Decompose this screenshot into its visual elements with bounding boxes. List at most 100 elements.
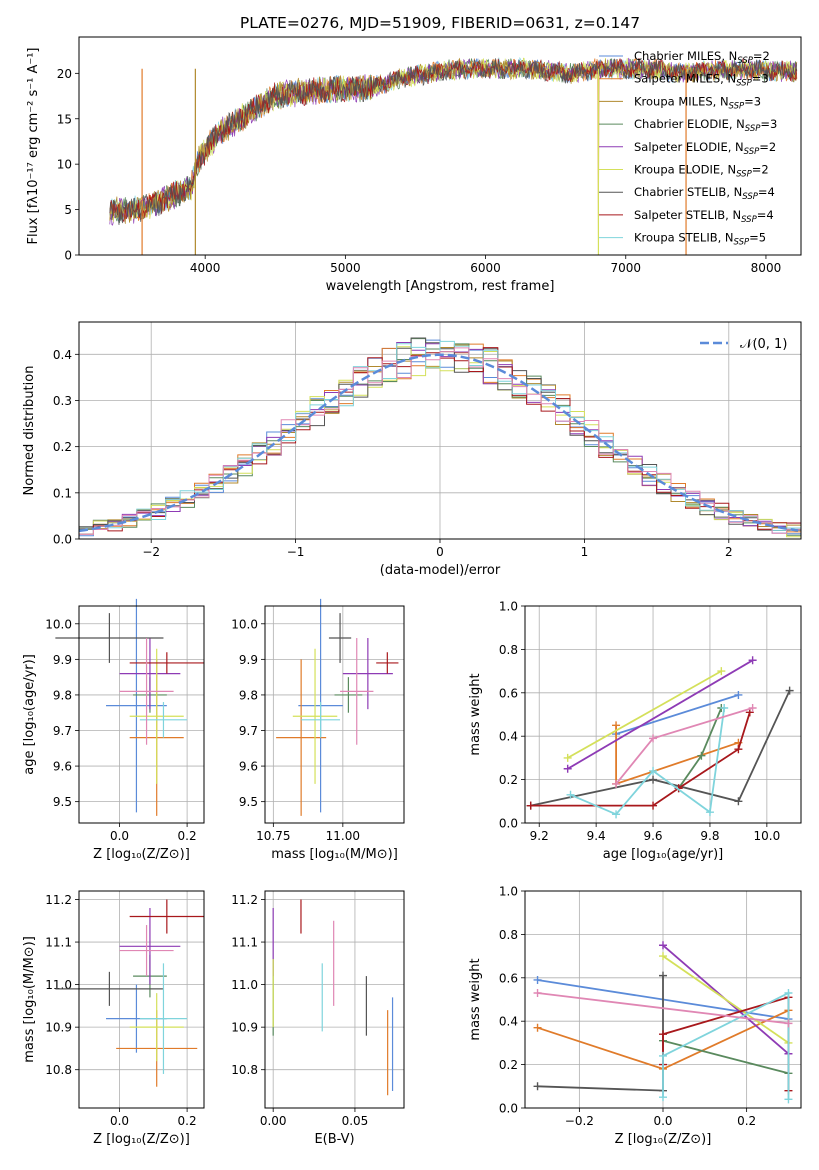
y-tick-label: 9.9 (239, 653, 258, 667)
normal-curve (78, 353, 799, 533)
legend-label: Chabrier ELODIE, NSSP=3 (634, 117, 777, 134)
y-tick-label: 0.0 (53, 533, 72, 547)
x-tick-label: 10.75 (256, 829, 290, 843)
legend-label: Salpeter ELODIE, NSSP=2 (634, 140, 776, 157)
histogram-pink (78, 347, 801, 539)
y-tick-label: 0.2 (499, 1058, 518, 1072)
weight-line-chabrier-miles (615, 694, 739, 735)
legend-label: Kroupa STELIB, NSSP=5 (634, 231, 766, 248)
y-tick-label: 0.6 (499, 686, 518, 700)
weight-marker (659, 1093, 667, 1102)
axes-frame (78, 890, 205, 1109)
weight-marker (566, 790, 575, 799)
x-tick-label: 2 (725, 545, 733, 559)
figure-title: PLATE=0276, MJD=51909, FIBERID=0631, z=0… (240, 14, 640, 32)
axes-frame (524, 890, 802, 1109)
y-tick-label: 0.6 (499, 971, 518, 985)
legend-label: Salpeter MILES, NSSP=3 (634, 72, 769, 89)
y-tick-label: 0.2 (53, 440, 72, 454)
weight-marker (748, 703, 757, 712)
weight-marker (734, 745, 743, 754)
weight-marker (748, 656, 757, 665)
weight-marker (533, 1082, 542, 1091)
weight-marker (563, 764, 572, 773)
x-tick-label: 6000 (470, 261, 501, 275)
y-tick-label: 10.8 (45, 1063, 72, 1077)
weight-line-pink (537, 992, 789, 1025)
weight-marker (784, 988, 793, 997)
y-tick-label: 9.7 (239, 724, 258, 738)
y-tick-label: 0.3 (53, 394, 72, 408)
x-axis-label: wavelength [Angstrom, rest frame] (326, 279, 555, 294)
y-tick-label: 10.0 (45, 617, 72, 631)
x-tick-label: 0.00 (260, 1114, 287, 1128)
x-tick-label: 7000 (610, 261, 641, 275)
y-tick-label: 9.5 (53, 795, 72, 809)
y-tick-label: 20 (57, 67, 72, 81)
y-tick-label: 9.8 (53, 688, 72, 702)
y-tick-label: 9.5 (239, 795, 258, 809)
x-tick-label: 9.2 (530, 829, 549, 843)
x-tick-label: 10.0 (753, 829, 780, 843)
weight-marker (734, 797, 743, 806)
panel-age_vs_mass: 10.75 11.00 9.5 9.6 9.7 9.8 9.9 10.0 mass [log₁₀… (231, 598, 405, 862)
y-axis-label: mass [log₁₀(M/M⊙)] (22, 936, 37, 1063)
weight-marker (612, 721, 621, 730)
weight-line-chabrier-stelib (530, 690, 791, 807)
x-tick-label: −2 (142, 545, 160, 559)
y-tick-label: 9.6 (53, 760, 72, 774)
legend-label: Salpeter STELIB, NSSP=4 (634, 208, 774, 225)
axes-frame (78, 36, 802, 256)
weight-marker (734, 690, 743, 699)
weight-marker (649, 801, 658, 810)
x-tick-label: 0 (436, 545, 444, 559)
weight-marker (659, 941, 667, 950)
weight-line-salpeter-elodie (567, 659, 754, 770)
y-tick-label: 10.9 (45, 1021, 72, 1035)
spectrum-line-salpeter-miles (109, 57, 798, 255)
x-tick-label: 0.0 (110, 829, 129, 843)
x-tick-label: 9.8 (700, 829, 719, 843)
weight-marker (659, 952, 667, 961)
weight-marker (612, 779, 621, 788)
axes-frame (264, 890, 405, 1109)
x-tick-label: 8000 (751, 261, 782, 275)
x-tick-label: 0.2 (178, 829, 197, 843)
weight-marker (533, 975, 542, 984)
x-tick-label: 0.2 (737, 1114, 756, 1128)
panel-weight_vs_z: −0.2 0.0 0.2 0.0 0.2 0.4 0.6 0.8 1.0 Z [log₁₀(Z/Z… (468, 885, 802, 1147)
y-tick-label: 11.1 (45, 936, 72, 950)
y-tick-label: 0.0 (499, 817, 518, 831)
spectrum-line-chabrier-stelib (109, 58, 798, 226)
weight-marker (705, 808, 714, 817)
weight-marker (659, 1051, 667, 1060)
weight-marker (649, 734, 658, 743)
weight-line-kroupa-elodie (662, 955, 790, 1044)
y-tick-label: 0.2 (499, 773, 518, 787)
y-tick-label: 0.4 (53, 348, 72, 362)
y-tick-label: 5 (64, 203, 72, 217)
y-tick-label: 0.8 (499, 643, 518, 657)
axes-frame (264, 605, 405, 824)
y-axis-label: mass weight (468, 673, 483, 755)
x-axis-label: Z [log₁₀(Z/Z⊙)] (93, 1132, 190, 1147)
weight-marker (717, 667, 726, 676)
legend-label: Kroupa MILES, NSSP=3 (634, 94, 761, 111)
axes-frame (78, 321, 802, 540)
panel-weight_vs_age: 9.2 9.4 9.6 9.8 10.0 0.0 0.2 0.4 0.6 0.8 1.0 age [l… (468, 600, 802, 862)
panel-mass_vs_ebv: 0.00 0.05 10.8 10.9 11.0 11.1 11.2 E(B-V) (231, 890, 405, 1147)
weight-marker (659, 1030, 667, 1039)
y-tick-label: 0.4 (499, 730, 518, 744)
x-tick-label: 0.05 (342, 1114, 369, 1128)
weight-marker (784, 1095, 793, 1104)
x-tick-label: 0.0 (110, 1114, 129, 1128)
y-axis-label: age [log₁₀(age/yr)] (22, 654, 37, 775)
x-tick-label: −0.2 (565, 1114, 594, 1128)
y-tick-label: 1.0 (499, 885, 518, 899)
y-tick-label: 10.0 (231, 617, 258, 631)
weight-marker (526, 801, 535, 810)
x-tick-label: 9.4 (587, 829, 606, 843)
weight-marker (612, 810, 621, 819)
weight-marker (720, 703, 729, 712)
